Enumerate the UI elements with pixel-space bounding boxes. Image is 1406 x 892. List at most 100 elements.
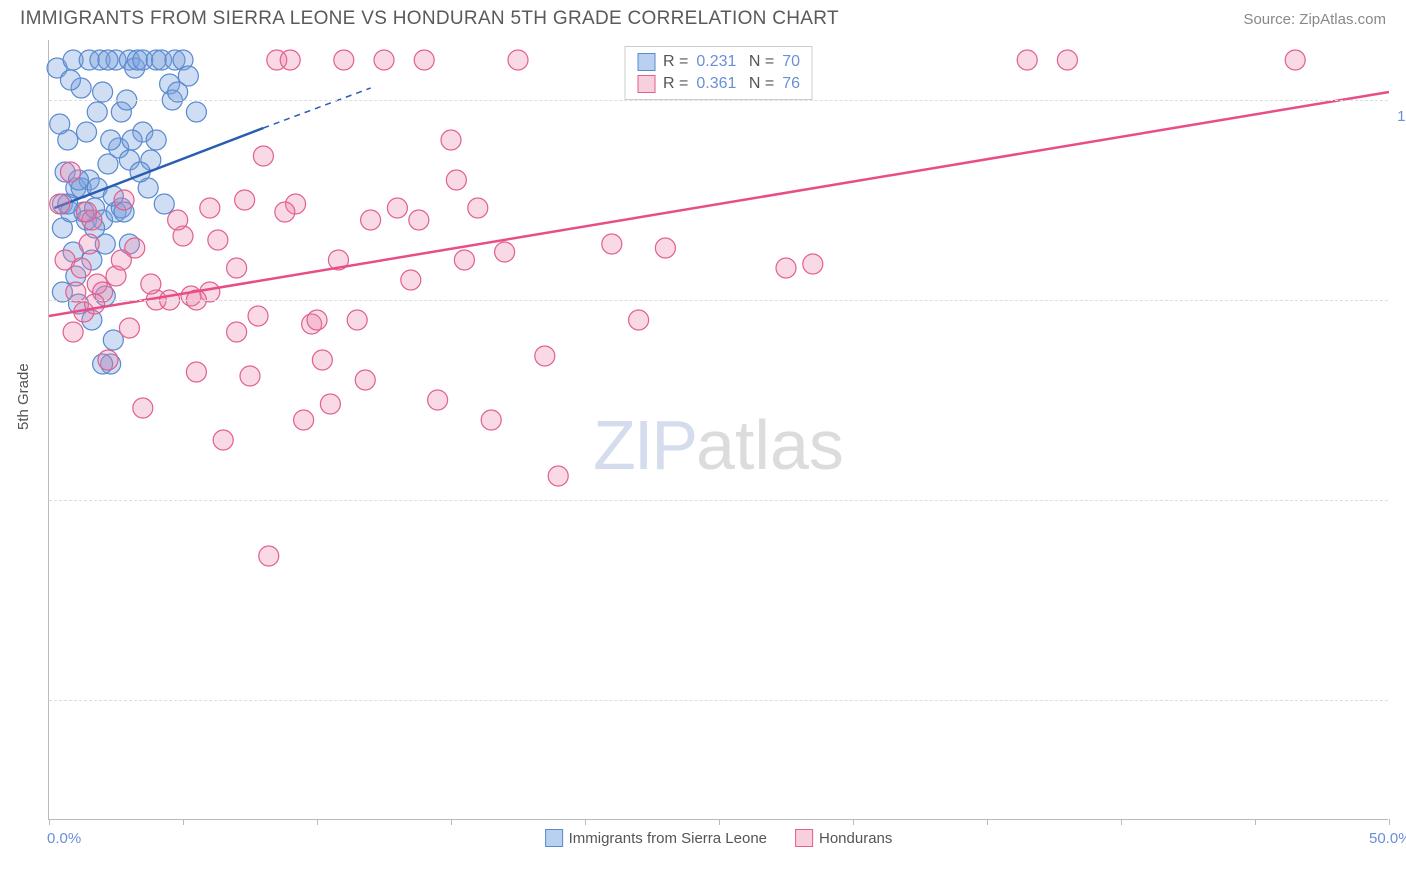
- data-point: [227, 322, 247, 342]
- data-point: [275, 202, 295, 222]
- data-point: [280, 50, 300, 70]
- series-legend: Immigrants from Sierra Leone Hondurans: [545, 829, 893, 847]
- x-tick-label: 0.0%: [47, 830, 81, 847]
- x-tick: [987, 819, 988, 825]
- data-point: [114, 190, 134, 210]
- legend-row-1: R = 0.231 N = 70: [637, 51, 800, 73]
- data-point: [87, 102, 107, 122]
- data-point: [98, 350, 118, 370]
- data-point: [93, 82, 113, 102]
- data-point: [248, 306, 268, 326]
- x-tick: [1121, 819, 1122, 825]
- data-point: [133, 398, 153, 418]
- x-tick-label: 50.0%: [1369, 830, 1406, 847]
- x-tick: [585, 819, 586, 825]
- r-value-1: 0.231: [696, 53, 736, 71]
- data-point: [454, 250, 474, 270]
- data-point: [259, 546, 279, 566]
- data-point: [101, 130, 121, 150]
- data-point: [294, 410, 314, 430]
- data-point: [307, 310, 327, 330]
- data-point: [320, 394, 340, 414]
- x-tick: [1255, 819, 1256, 825]
- y-tick-label: 100.0%: [1397, 108, 1406, 125]
- data-point: [60, 162, 80, 182]
- data-point: [1017, 50, 1037, 70]
- data-point: [186, 362, 206, 382]
- n-label-1: N =: [744, 53, 774, 71]
- data-point: [141, 274, 161, 294]
- data-point: [508, 50, 528, 70]
- n-value-2: 76: [782, 75, 800, 93]
- data-point: [111, 250, 131, 270]
- trend-line-dash: [263, 88, 370, 128]
- data-point: [60, 70, 80, 90]
- data-point: [387, 198, 407, 218]
- data-point: [85, 294, 105, 314]
- data-point: [312, 350, 332, 370]
- data-point: [803, 254, 823, 274]
- data-point: [374, 50, 394, 70]
- n-value-1: 70: [782, 53, 800, 71]
- data-point: [548, 466, 568, 486]
- data-point: [227, 258, 247, 278]
- chart-title: IMMIGRANTS FROM SIERRA LEONE VS HONDURAN…: [20, 8, 839, 30]
- correlation-legend: R = 0.231 N = 70 R = 0.361 N = 76: [624, 46, 813, 100]
- data-point: [409, 210, 429, 230]
- data-point: [1057, 50, 1077, 70]
- title-bar: IMMIGRANTS FROM SIERRA LEONE VS HONDURAN…: [0, 0, 1406, 34]
- data-point: [629, 310, 649, 330]
- data-point: [235, 190, 255, 210]
- n-label-2: N =: [744, 75, 774, 93]
- legend-item-2: Hondurans: [795, 829, 892, 847]
- data-point: [446, 170, 466, 190]
- chart-area: ZIPatlas R = 0.231 N = 70 R = 0.361 N = …: [48, 40, 1388, 820]
- data-point: [355, 370, 375, 390]
- data-point: [168, 210, 188, 230]
- plot-svg: [49, 40, 1388, 819]
- data-point: [146, 130, 166, 150]
- y-axis-label: 5th Grade: [15, 363, 32, 430]
- data-point: [776, 258, 796, 278]
- x-tick: [451, 819, 452, 825]
- data-point: [119, 318, 139, 338]
- data-point: [79, 234, 99, 254]
- data-point: [240, 366, 260, 386]
- source-label: Source: ZipAtlas.com: [1243, 11, 1386, 28]
- data-point: [1285, 50, 1305, 70]
- data-point: [98, 50, 118, 70]
- r-label-1: R =: [663, 53, 688, 71]
- gridline: [49, 300, 1388, 301]
- data-point: [50, 114, 70, 134]
- data-point: [71, 258, 91, 278]
- x-tick: [183, 819, 184, 825]
- x-tick: [317, 819, 318, 825]
- data-point: [428, 390, 448, 410]
- data-point: [154, 194, 174, 214]
- data-point: [77, 202, 97, 222]
- data-point: [441, 130, 461, 150]
- data-point: [401, 270, 421, 290]
- data-point: [66, 282, 86, 302]
- data-point: [63, 322, 83, 342]
- swatch-series-1: [637, 53, 655, 71]
- bottom-swatch-2: [795, 829, 813, 847]
- data-point: [77, 122, 97, 142]
- data-point: [481, 410, 501, 430]
- gridline: [49, 100, 1388, 101]
- data-point: [200, 198, 220, 218]
- data-point: [50, 194, 70, 214]
- data-point: [208, 230, 228, 250]
- data-point: [186, 102, 206, 122]
- x-tick: [853, 819, 854, 825]
- data-point: [468, 198, 488, 218]
- x-tick: [719, 819, 720, 825]
- series-name-1: Immigrants from Sierra Leone: [569, 830, 767, 847]
- data-point: [602, 234, 622, 254]
- data-point: [168, 82, 188, 102]
- series-name-2: Hondurans: [819, 830, 892, 847]
- legend-item-1: Immigrants from Sierra Leone: [545, 829, 767, 847]
- bottom-swatch-1: [545, 829, 563, 847]
- data-point: [414, 50, 434, 70]
- legend-row-2: R = 0.361 N = 76: [637, 73, 800, 95]
